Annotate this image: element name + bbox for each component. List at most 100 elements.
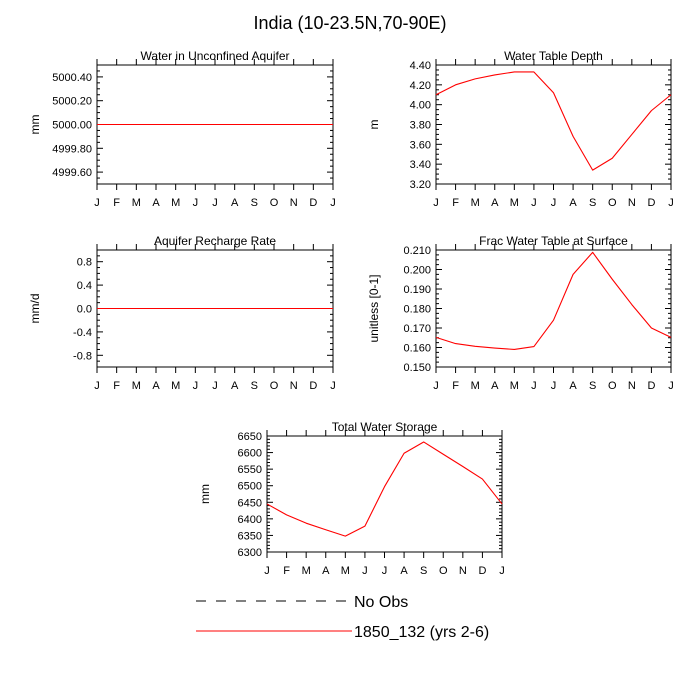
y-tick-label: -0.4 <box>73 327 92 339</box>
plot-frame <box>266 435 503 553</box>
x-tick-label: S <box>251 197 258 209</box>
x-tick-label: A <box>231 197 239 209</box>
series-line-model <box>435 251 672 351</box>
x-tick-label: S <box>251 380 258 392</box>
x-tick-label: N <box>628 380 636 392</box>
x-tick-label: M <box>302 565 311 577</box>
y-tick-label: 0.4 <box>77 280 92 292</box>
x-tick-label: J <box>382 565 388 577</box>
x-tick-label: F <box>113 197 120 209</box>
chart-tws: Total Water Storage mm 6300 6350 6400 6450 650… <box>198 420 505 577</box>
y-tick-label: 0.160 <box>403 343 431 355</box>
x-tick-label: A <box>569 380 577 392</box>
x-tick-label: A <box>491 197 499 209</box>
y-tick-label: 4.00 <box>410 100 431 112</box>
x-tick-label: J <box>433 380 439 392</box>
y-tick-label: 0.0 <box>77 304 92 316</box>
y-tick-label: 5000.00 <box>52 120 92 132</box>
x-tick-label: F <box>283 565 290 577</box>
y-axis-label: mm <box>198 484 212 504</box>
y-axis-label: unitless [0-1] <box>367 274 381 342</box>
x-tick-label: D <box>647 380 655 392</box>
x-tick-label: J <box>193 380 199 392</box>
x-tick-label: D <box>309 380 317 392</box>
x-tick-label: M <box>471 380 480 392</box>
chart-title: Frac Water Table at Surface <box>479 234 628 248</box>
y-tick-label: 4999.80 <box>52 143 92 155</box>
x-tick-label: J <box>668 380 674 392</box>
x-tick-label: J <box>531 197 537 209</box>
chart-wtd: Water Table Depth m 3.20 3.40 3.60 3.80 4.00 4.… <box>367 49 674 209</box>
series-line-model <box>435 71 672 171</box>
x-tick-label: N <box>290 380 298 392</box>
y-tick-label: 0.150 <box>403 362 431 374</box>
x-tick-label: A <box>491 380 499 392</box>
legend-model-label: 1850_132 (yrs 2-6) <box>354 624 489 641</box>
x-tick-label: J <box>551 197 557 209</box>
x-tick-label: A <box>400 565 408 577</box>
x-tick-label: O <box>608 380 617 392</box>
y-tick-label: 0.180 <box>403 304 431 316</box>
x-tick-label: O <box>270 197 279 209</box>
y-tick-label: 3.40 <box>410 159 431 171</box>
x-tick-label: D <box>309 197 317 209</box>
chart-fwt: Frac Water Table at Surface unitless [0-1… <box>367 234 674 392</box>
y-tick-label: 6550 <box>238 464 262 476</box>
y-tick-label: 0.210 <box>403 245 431 257</box>
y-tick-label: 0.8 <box>77 257 92 269</box>
y-tick-label: 6300 <box>238 547 262 559</box>
x-tick-label: J <box>531 380 537 392</box>
y-tick-label: 5000.40 <box>52 72 92 84</box>
x-tick-label: J <box>362 565 368 577</box>
y-tick-label: 6650 <box>238 431 262 443</box>
x-tick-label: O <box>608 197 617 209</box>
y-tick-label: 0.190 <box>403 284 431 296</box>
y-tick-label: 3.80 <box>410 120 431 132</box>
x-tick-label: M <box>132 380 141 392</box>
x-tick-label: O <box>270 380 279 392</box>
x-tick-label: J <box>668 197 674 209</box>
y-tick-label: 6450 <box>238 497 262 509</box>
chart-title: Total Water Storage <box>332 420 438 434</box>
x-tick-label: S <box>589 197 596 209</box>
x-tick-label: O <box>439 565 448 577</box>
legend-obs-label: No Obs <box>354 594 408 611</box>
y-tick-label: 0.170 <box>403 323 431 335</box>
x-tick-label: J <box>94 380 100 392</box>
x-tick-label: M <box>341 565 350 577</box>
x-tick-label: A <box>152 197 160 209</box>
x-tick-label: J <box>193 197 199 209</box>
figure-title: India (10-23.5N,70-90E) <box>253 13 446 33</box>
chart-title: Water in Unconfined Aquifer <box>141 49 290 63</box>
y-axis-label: m <box>367 120 381 130</box>
chart-title: Aquifer Recharge Rate <box>154 234 276 248</box>
x-tick-label: J <box>499 565 505 577</box>
x-tick-label: A <box>231 380 239 392</box>
series-line-model <box>266 441 503 537</box>
y-axis-label: mm <box>28 115 42 135</box>
x-tick-label: F <box>113 380 120 392</box>
x-tick-label: A <box>152 380 160 392</box>
y-tick-label: 6400 <box>238 514 262 526</box>
chart-title: Water Table Depth <box>504 49 603 63</box>
x-tick-label: M <box>132 197 141 209</box>
y-tick-label: 4.20 <box>410 80 431 92</box>
plot-frame <box>435 64 672 185</box>
y-tick-label: 6600 <box>238 448 262 460</box>
x-tick-label: M <box>171 197 180 209</box>
x-tick-label: J <box>433 197 439 209</box>
y-tick-label: 0.200 <box>403 265 431 277</box>
x-tick-label: J <box>264 565 270 577</box>
y-tick-label: 4.40 <box>410 60 431 72</box>
y-axis-label: mm/d <box>28 294 42 324</box>
x-tick-label: A <box>322 565 330 577</box>
y-tick-label: 6500 <box>238 481 262 493</box>
y-tick-label: 3.20 <box>410 179 431 191</box>
x-tick-label: J <box>551 380 557 392</box>
panels: Water in Unconfined Aquifer mm 4999.60 4999… <box>28 49 674 577</box>
y-tick-label: 6350 <box>238 530 262 542</box>
x-tick-label: D <box>478 565 486 577</box>
x-tick-label: F <box>452 380 459 392</box>
x-tick-label: M <box>171 380 180 392</box>
